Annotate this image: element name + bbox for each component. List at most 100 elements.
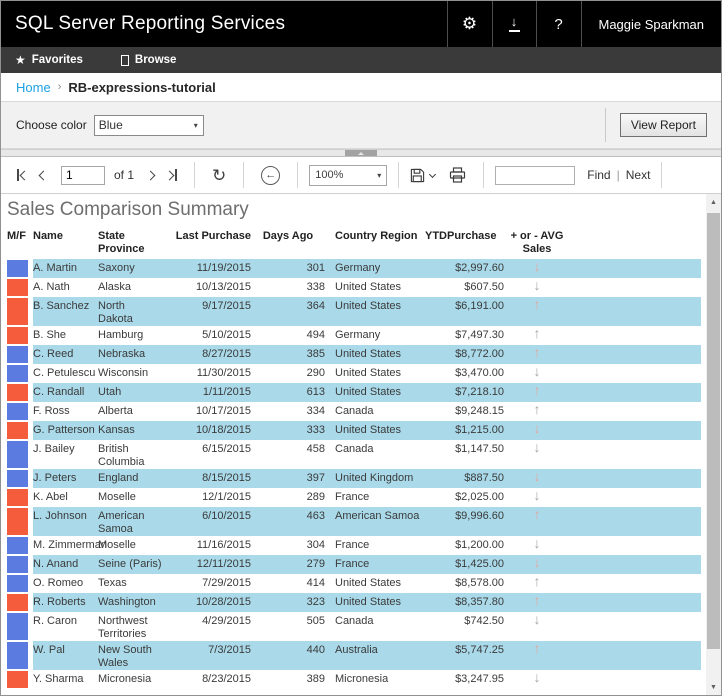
breadcrumb-separator-icon: › <box>57 81 62 93</box>
parameter-bar: Choose color Blue ▾ View Report <box>1 101 721 149</box>
table-row[interactable]: O. Romeo Texas 7/29/2015 414 United Stat… <box>7 574 701 593</box>
back-button[interactable]: ← <box>261 165 281 185</box>
gender-color-cell <box>7 326 33 345</box>
cell-ytd-purchase: $1,215.00 <box>455 424 504 436</box>
table-header-row: M/F Name State Province Last Purchase Da… <box>7 230 701 256</box>
breadcrumb: Home › RB-expressions-tutorial <box>1 73 721 101</box>
nav-favorites[interactable]: ★ Favorites <box>15 53 83 67</box>
find-text-input[interactable] <box>495 165 576 185</box>
gender-color-swatch <box>7 556 28 573</box>
help-button[interactable]: ? <box>535 1 581 47</box>
table-row[interactable]: G. Patterson Kansas 10/18/2015 333 Unite… <box>7 421 701 440</box>
cell-country-region: United States <box>335 300 402 312</box>
color-select[interactable]: Blue ▾ <box>93 114 204 136</box>
table-row[interactable]: N. Anand Seine (Paris) 12/11/2015 279 Fr… <box>7 555 701 574</box>
table-row[interactable]: R. Caron Northwest Territories 4/29/2015… <box>7 612 701 641</box>
trend-arrow-icon: ↑ <box>533 344 541 360</box>
table-row[interactable]: R. Roberts Washington 10/28/2015 323 Uni… <box>7 593 701 612</box>
cell-last-purchase: 10/28/2015 <box>195 596 251 608</box>
cell-state-province: Utah <box>98 386 122 398</box>
col-header-avg-sales: + or - AVG Sales <box>510 230 564 255</box>
table-row[interactable]: W. Pal New South Wales 7/3/2015 440 Aust… <box>7 641 701 670</box>
table-row[interactable]: C. Reed Nebraska 8/27/2015 385 United St… <box>7 345 701 364</box>
table-row[interactable]: C. Randall Utah 1/11/2015 613 United Sta… <box>7 383 701 402</box>
last-page-button[interactable] <box>164 169 178 181</box>
col-header-ytd-purchase: YTDPurchase <box>425 230 497 242</box>
gender-color-cell <box>7 383 33 402</box>
gender-color-swatch <box>7 671 28 688</box>
cell-days-ago: 613 <box>306 386 325 398</box>
vertical-scrollbar[interactable]: ▲ ▼ <box>706 194 721 695</box>
view-report-button[interactable]: View Report <box>619 113 707 137</box>
cell-name: N. Anand <box>33 558 79 570</box>
cell-country-region: American Samoa <box>335 510 420 522</box>
cell-ytd-purchase: $9,996.60 <box>455 510 504 522</box>
table-row[interactable]: L. Johnson American Samoa 6/10/2015 463 … <box>7 507 701 536</box>
download-button[interactable]: ↓ <box>491 1 536 47</box>
gender-color-swatch <box>7 260 28 277</box>
table-row[interactable]: Y. Sharma Micronesia 8/23/2015 389 Micro… <box>7 670 701 689</box>
table-row[interactable]: C. Petulescu Wisconsin 11/30/2015 290 Un… <box>7 364 701 383</box>
first-page-button[interactable] <box>17 169 30 181</box>
settings-button[interactable]: ⚙ <box>446 1 492 47</box>
cell-last-purchase: 10/13/2015 <box>195 281 251 293</box>
cell-ytd-purchase: $5,747.25 <box>455 644 504 656</box>
cell-name: Y. Sharma <box>33 673 84 685</box>
gender-color-swatch <box>7 298 28 325</box>
gender-color-cell <box>7 345 33 364</box>
gender-color-cell <box>7 421 33 440</box>
table-row[interactable]: A. Martin Saxony 11/19/2015 301 Germany … <box>7 259 701 278</box>
user-menu[interactable]: Maggie Sparkman <box>580 1 722 47</box>
cell-days-ago: 290 <box>306 367 325 379</box>
next-page-button[interactable] <box>145 170 156 180</box>
zoom-select[interactable]: 100% ▾ <box>309 164 388 186</box>
export-button[interactable] <box>410 168 437 183</box>
cell-ytd-purchase: $2,025.00 <box>455 491 504 503</box>
cell-ytd-purchase: $742.50 <box>464 615 504 627</box>
gender-color-swatch <box>7 365 28 382</box>
table-row[interactable]: B. She Hamburg 5/10/2015 494 Germany $7,… <box>7 326 701 345</box>
collapse-parameters-handle[interactable] <box>345 150 377 156</box>
cell-name: G. Patterson <box>33 424 95 436</box>
cell-last-purchase: 8/27/2015 <box>202 348 251 360</box>
cell-name: J. Peters <box>33 472 77 484</box>
refresh-button[interactable]: ↻ <box>212 167 226 184</box>
choose-color-label: Choose color <box>16 118 87 132</box>
cell-name: L. Johnson <box>33 510 87 522</box>
scrollbar-thumb[interactable] <box>707 213 720 649</box>
nav-browse[interactable]: Browse <box>120 54 176 66</box>
cell-country-region: United States <box>335 367 402 379</box>
cell-state-province: Wisconsin <box>98 367 149 379</box>
print-button[interactable] <box>449 167 466 183</box>
cell-last-purchase: 11/16/2015 <box>196 539 251 551</box>
next-link[interactable]: Next <box>625 168 651 182</box>
cell-state-province: Moselle <box>98 539 136 551</box>
scroll-up-icon: ▲ <box>710 198 717 206</box>
scroll-up-button[interactable]: ▲ <box>706 194 721 210</box>
chevron-down-icon: ▾ <box>193 120 198 130</box>
table-row[interactable]: M. Zimmerman Moselle 11/16/2015 304 Fran… <box>7 536 701 555</box>
cell-name: C. Petulescu <box>33 367 96 379</box>
table-row[interactable]: F. Ross Alberta 10/17/2015 334 Canada $9… <box>7 402 701 421</box>
previous-page-button[interactable] <box>38 170 49 180</box>
table-row[interactable]: K. Abel Moselle 12/1/2015 289 France $2,… <box>7 488 701 507</box>
cell-days-ago: 385 <box>306 348 325 360</box>
table-row[interactable]: A. Nath Alaska 10/13/2015 338 United Sta… <box>7 278 701 297</box>
cell-last-purchase: 12/11/2015 <box>196 558 251 570</box>
page-number-input[interactable] <box>61 165 105 185</box>
table-row[interactable]: J. Bailey British Columbia 6/15/2015 458… <box>7 440 701 469</box>
breadcrumb-home-link[interactable]: Home <box>16 79 51 95</box>
table-row[interactable]: J. Peters England 8/15/2015 397 United K… <box>7 469 701 488</box>
cell-last-purchase: 10/18/2015 <box>195 424 251 436</box>
cell-country-region: United States <box>335 348 402 360</box>
scroll-down-button[interactable]: ▼ <box>706 679 721 695</box>
cell-last-purchase: 12/1/2015 <box>202 491 251 503</box>
table-row[interactable]: B. Sanchez North Dakota 9/17/2015 364 Un… <box>7 297 701 326</box>
user-name: Maggie Sparkman <box>598 16 705 32</box>
report-canvas: Sales Comparison Summary M/F Name State … <box>1 194 721 695</box>
find-link[interactable]: Find <box>587 168 611 182</box>
cell-ytd-purchase: $7,497.30 <box>455 329 504 341</box>
gender-color-cell <box>7 536 33 555</box>
cell-days-ago: 458 <box>306 443 325 455</box>
cell-ytd-purchase: $8,578.00 <box>455 577 504 589</box>
